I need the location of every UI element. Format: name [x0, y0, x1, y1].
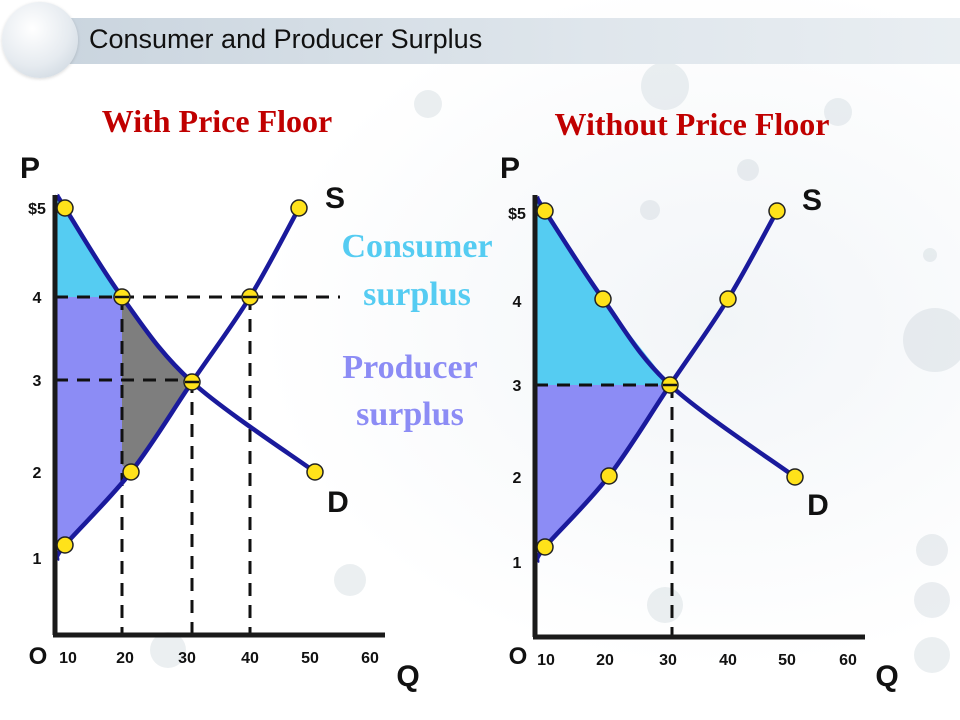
surplus-legend: Consumer surplus Producer surplus	[341, 228, 492, 433]
supply-point	[768, 202, 786, 220]
x-tick-label: 20	[596, 652, 614, 669]
x-tick-label: 40	[719, 652, 737, 669]
origin-label: O	[509, 643, 528, 670]
y-tick-label: 1	[33, 551, 42, 568]
supply-label: S	[325, 182, 345, 215]
y-tick-label: 4	[513, 294, 522, 311]
x-tick-label: 30	[659, 652, 677, 669]
title-decoration-circle	[2, 2, 78, 78]
chart-heading: Without Price Floor	[555, 106, 830, 142]
y-tick-label: 3	[33, 373, 42, 390]
page-title: Consumer and Producer Surplus	[89, 24, 483, 54]
x-axis-label: Q	[396, 660, 419, 693]
producer-surplus-label-line2: surplus	[356, 396, 464, 433]
y-axis-label: P	[500, 152, 520, 185]
producer-surplus-label-line1: Producer	[342, 349, 477, 386]
y-tick-label: 2	[513, 470, 522, 487]
y-tick-label: 1	[513, 555, 522, 572]
supply-point	[122, 463, 140, 481]
y-tick-label: 2	[33, 465, 42, 482]
supply-point	[719, 290, 737, 308]
x-tick-label: 20	[116, 650, 134, 667]
demand-point	[536, 202, 554, 220]
demand-point	[56, 199, 74, 217]
supply-point	[600, 467, 618, 485]
x-tick-label: 10	[537, 652, 555, 669]
y-axis-label: P	[20, 152, 40, 185]
x-tick-label: 30	[178, 650, 196, 667]
supply-point	[536, 538, 554, 556]
demand-point	[594, 290, 612, 308]
deadweight-loss-area	[122, 297, 192, 472]
demand-point	[306, 463, 324, 481]
supply-point	[290, 199, 308, 217]
x-tick-label: 10	[59, 650, 77, 667]
y-tick-label: $5	[28, 201, 46, 218]
consumer-surplus-area	[535, 197, 670, 385]
demand-label: D	[807, 489, 829, 522]
producer-surplus-area	[55, 297, 131, 560]
x-axis-label: Q	[875, 660, 898, 693]
y-tick-label: $5	[508, 206, 526, 223]
origin-label: O	[29, 643, 48, 670]
chart-heading: With Price Floor	[102, 103, 332, 139]
consumer-surplus-label-line1: Consumer	[341, 228, 492, 265]
x-tick-label: 60	[361, 650, 379, 667]
demand-point	[786, 468, 804, 486]
x-tick-label: 60	[839, 652, 857, 669]
demand-label: D	[327, 486, 349, 519]
title-bar	[40, 18, 960, 64]
y-tick-label: 3	[513, 378, 522, 395]
x-tick-label: 40	[241, 650, 259, 667]
consumer-surplus-label-line2: surplus	[363, 276, 471, 313]
chart-with-price-floor: $5 4 3 2 1 10 20 30 40 50 60 O P Q S D With Price Floor	[20, 103, 420, 693]
chart-without-price-floor: $5 4 3 2 1 10 20 30 40 50 60 O P Q S D Without Price Flo…	[500, 106, 899, 693]
x-tick-label: 50	[778, 652, 796, 669]
supply-point	[56, 536, 74, 554]
x-tick-label: 50	[301, 650, 319, 667]
currency-watermark	[150, 62, 960, 673]
y-tick-label: 4	[33, 290, 42, 307]
supply-label: S	[802, 184, 822, 217]
